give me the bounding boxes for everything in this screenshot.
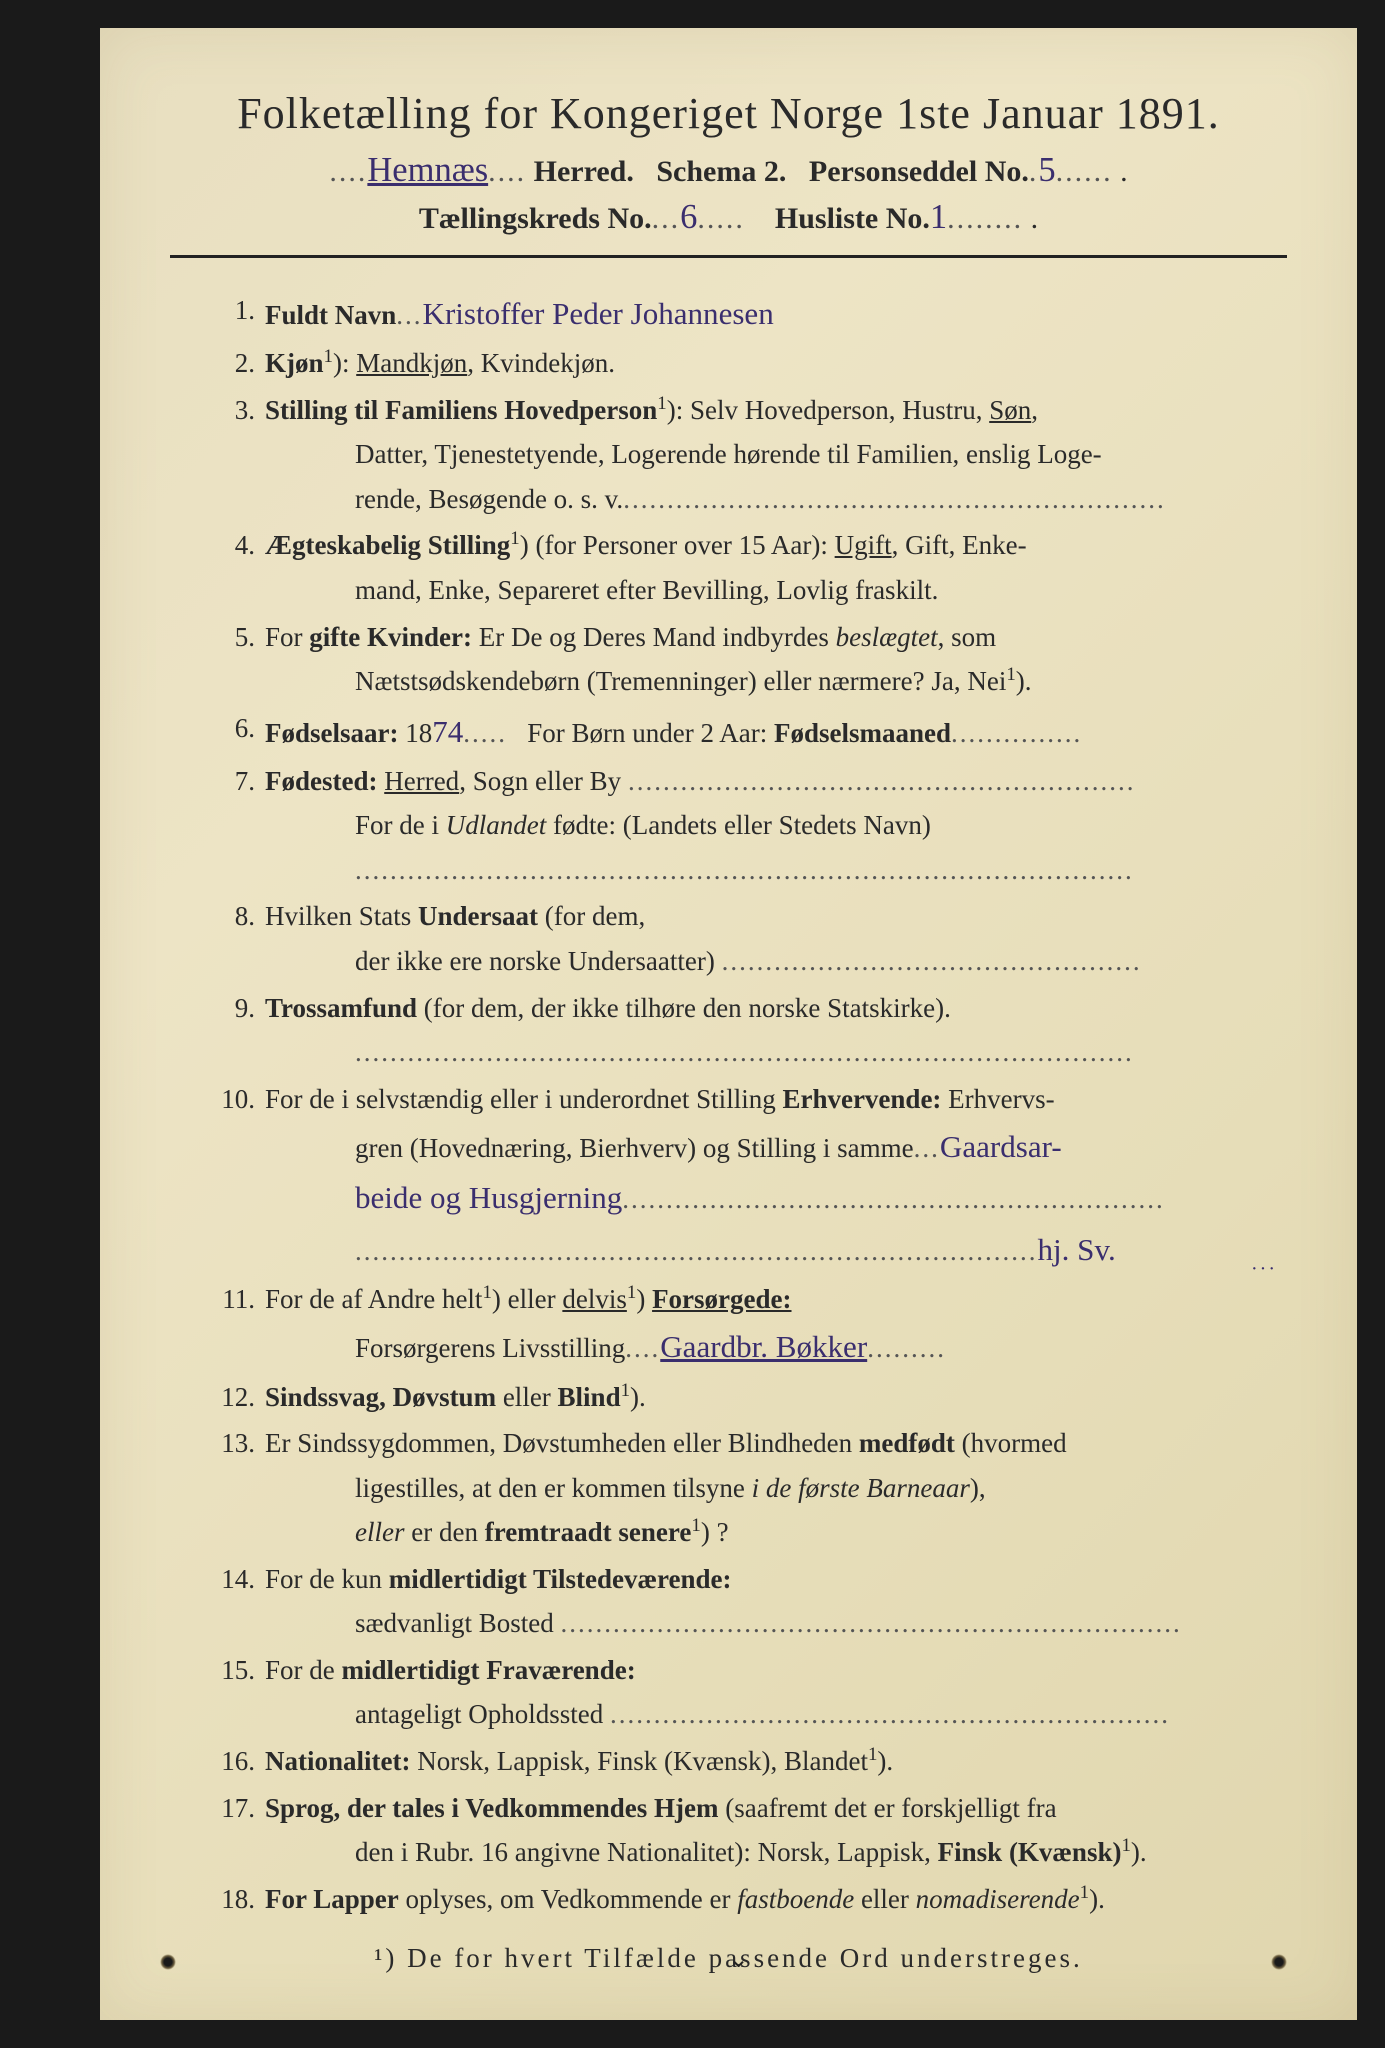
item-11: 11. For de af Andre helt1) eller delvis1…	[210, 1277, 1287, 1373]
item-18: 18. For Lapper oplyses, om Vedkommende e…	[210, 1877, 1287, 1922]
item-7-label: Fødested:	[265, 766, 377, 796]
form-items: 1. Fuldt Navn...Kristoffer Peder Johanne…	[170, 288, 1287, 1921]
person-no-hw: 5	[1038, 151, 1055, 189]
binding-hole-left	[160, 1954, 176, 1970]
husliste-no-hw: 1	[930, 198, 947, 236]
item-1: 1. Fuldt Navn...Kristoffer Peder Johanne…	[210, 288, 1287, 339]
occupation-hw-1: Gaardsar-	[940, 1129, 1062, 1164]
birthplace-herred: Herred	[384, 766, 459, 796]
item-15: 15. For de midlertidigt Fraværende: anta…	[210, 1648, 1287, 1737]
subtitle-row-1: ....Hemnæs.... Herred. Schema 2. Persons…	[170, 151, 1287, 190]
paper-sheet: Folketælling for Kongeriget Norge 1ste J…	[100, 28, 1357, 2020]
item-5: 5. For gifte Kvinder: Er De og Deres Man…	[210, 615, 1287, 704]
item-8: 8. Hvilken Stats Undersaat (for dem, der…	[210, 894, 1287, 983]
item-11-label: Forsørgede:	[652, 1284, 791, 1314]
ink-smudge: ···	[1251, 1258, 1277, 1281]
occupation-hw-2: beide og Husgjerning	[355, 1180, 622, 1215]
relation-son: Søn	[989, 395, 1031, 425]
item-6: 6. Fødselsaar: 1874..... For Børn under …	[210, 706, 1287, 757]
item-14-label: midlertidigt Tilstedeværende:	[389, 1564, 732, 1594]
item-13: 13. Er Sindssygdommen, Døvstumheden elle…	[210, 1421, 1287, 1555]
sex-male: Mandkjøn	[356, 348, 467, 378]
full-name-hw: Kristoffer Peder Johannesen	[423, 296, 774, 331]
item-12: 12. Sindssvag, Døvstum eller Blind1).	[210, 1375, 1287, 1420]
subtitle-row-2: Tællingskreds No....6..... Husliste No.1…	[170, 198, 1287, 237]
kreds-no-hw: 6	[680, 198, 697, 236]
census-title: Folketælling for Kongeriget Norge 1ste J…	[170, 88, 1287, 139]
item-16-label: Nationalitet:	[265, 1746, 410, 1776]
item-8-label: Undersaat	[418, 901, 538, 931]
document-page: Folketælling for Kongeriget Norge 1ste J…	[0, 0, 1385, 2048]
item-5-label: gifte Kvinder:	[309, 622, 472, 652]
schema-label: Schema 2.	[656, 155, 786, 188]
item-14: 14. For de kun midlertidigt Tilstedevære…	[210, 1557, 1287, 1646]
birthyear-hw: 74	[432, 714, 463, 749]
item-17: 17. Sprog, der tales i Vedkommendes Hjem…	[210, 1786, 1287, 1875]
occupation-hw-3: hj. Sv.	[1038, 1232, 1116, 1267]
marital-ugift: Ugift	[835, 530, 892, 560]
item-12-label: Sindssvag, Døvstum	[265, 1382, 496, 1412]
item-18-label: For Lapper	[265, 1884, 399, 1914]
sex-female: Kvindekjøn.	[481, 348, 615, 378]
item-9: 9. Trossamfund (for dem, der ikke tilhør…	[210, 986, 1287, 1075]
item-2-label: Kjøn	[265, 348, 324, 378]
item-4: 4. Ægteskabelig Stilling1) (for Personer…	[210, 523, 1287, 612]
item-7: 7. Fødested: Herred, Sogn eller By .....…	[210, 759, 1287, 893]
item-1-label: Fuldt Navn	[265, 300, 396, 330]
kreds-label: Tællingskreds No.	[419, 202, 652, 235]
husliste-label: Husliste No.	[775, 202, 930, 235]
binding-hole-right	[1271, 1954, 1287, 1970]
item-10-label: Erhvervende:	[782, 1084, 941, 1114]
item-9-label: Trossamfund	[265, 993, 417, 1023]
item-4-label: Ægteskabelig Stilling	[265, 530, 510, 560]
item-3: 3. Stilling til Familiens Hovedperson1):…	[210, 388, 1287, 522]
item-3-label: Stilling til Familiens Hovedperson	[265, 395, 657, 425]
item-10: 10. For de i selvstændig eller i underor…	[210, 1077, 1287, 1275]
center-tick: ⌄	[729, 1945, 749, 1974]
herred-name-hw: Hemnæs	[367, 151, 488, 189]
item-17-label: Sprog, der tales i Vedkommendes Hjem	[265, 1793, 719, 1823]
item-2: 2. Kjøn1): Mandkjøn, Kvindekjøn.	[210, 341, 1287, 386]
item-16: 16. Nationalitet: Norsk, Lappisk, Finsk …	[210, 1739, 1287, 1784]
item-15-label: midlertidigt Fraværende:	[342, 1655, 636, 1685]
item-13-label: medfødt	[859, 1428, 955, 1458]
divider-rule	[170, 255, 1287, 258]
person-label: Personseddel No.	[809, 155, 1029, 188]
item-6-label: Fødselsaar:	[265, 718, 398, 748]
herred-label: Herred.	[534, 155, 634, 188]
provider-hw: Gaardbr. Bøkker	[660, 1329, 867, 1364]
